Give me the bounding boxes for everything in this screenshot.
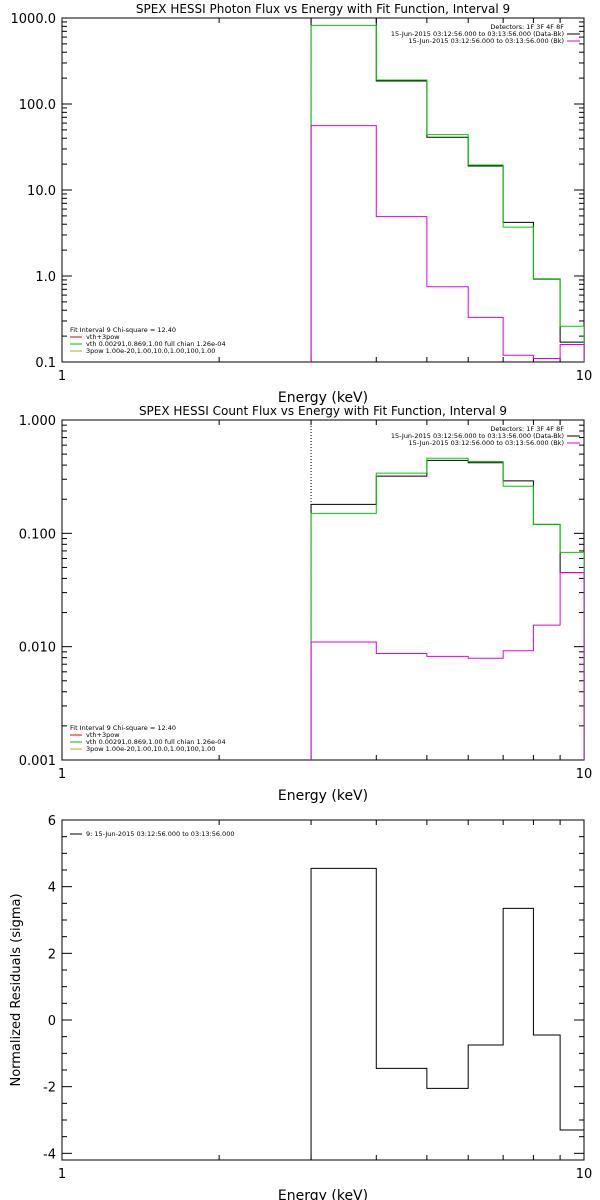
series-line-1 [310, 18, 584, 362]
y-tick-label: -2 [43, 1081, 56, 1096]
series-group [310, 457, 584, 760]
legend-left-entry: Fit Interval 9 Chi-square = 12.40 [70, 326, 176, 334]
y-tick-label: 6 [48, 814, 56, 829]
y-tick-label: -4 [43, 1147, 56, 1162]
y-tick-label: 2 [48, 947, 56, 962]
x-tick-label: 1 [58, 369, 66, 384]
legend-left-entry: 3pow 1.00e-20,1.00,10.0,1.00,100,1.00 [86, 347, 215, 355]
y-tick-label: 0.100 [19, 527, 56, 542]
y-axis-label: Normalized Residuals (sigma) [9, 893, 24, 1086]
y-tick-label: 1.000 [19, 414, 56, 429]
series-line-1 [310, 867, 584, 1160]
x-tick-label: 10 [576, 1167, 593, 1182]
y-tick-label: 0.1 [35, 356, 56, 371]
legend-right-entry: 15-Jun-2015 03:12:56.000 to 03:13:56.000… [409, 37, 564, 45]
x-tick-label: 1 [58, 1167, 66, 1182]
series-line-3 [310, 572, 584, 760]
series-line-2 [310, 457, 584, 760]
chart-title: SPEX HESSI Count Flux vs Energy with Fit… [139, 404, 507, 418]
plot-frame [61, 419, 585, 761]
x-axis-label: Energy (keV) [278, 1188, 368, 1200]
legend-right-entry: Detectors: 1F 3F 4F 8F [490, 23, 564, 31]
y-tick-label: 0 [48, 1014, 56, 1029]
y-tick-label: 0.001 [19, 754, 56, 769]
legend-right-entry: 15-Jun-2015 03:12:56.000 to 03:13:56.000… [391, 432, 564, 440]
legend-left-entry: vth 0.00291,0.869,1.00 full chian 1.26e-… [86, 340, 226, 348]
y-tick-label: 1.0 [35, 270, 56, 285]
series-line-1 [310, 459, 584, 760]
legend-right-entry: 15-Jun-2015 03:12:56.000 to 03:13:56.000… [391, 30, 564, 38]
chart-title: SPEX HESSI Photon Flux vs Energy with Fi… [136, 2, 510, 16]
y-tick-label: 0.010 [19, 641, 56, 656]
legend-left-entry: Fit Interval 9 Chi-square = 12.40 [70, 724, 176, 732]
plot-frame [61, 819, 585, 1161]
legend-left-entry: vth 0.00291,0.869,1.00 full chian 1.26e-… [86, 738, 226, 746]
legend-right-entry: Detectors: 1F 3F 4F 8F [490, 425, 564, 433]
series-group [310, 867, 584, 1160]
panel-3: 1 10 -4 -2 0 2 4 6 Energy (keV) Normalized Residu… [9, 814, 592, 1200]
legend-right-entry: 15-Jun-2015 03:12:56.000 to 03:13:56.000… [409, 439, 564, 447]
legend-left-entry: 9: 15-Jun-2015 03:12:56.000 to 03:13:56.… [86, 830, 234, 838]
legend-left-entry: 3pow 1.00e-20,1.00,10.0,1.00,100,1.00 [86, 745, 215, 753]
plot-frame [61, 17, 585, 363]
panel-1: 1 10 0.1 1.0 10.0 100.0 1000.0 SPEX HESSI Photo… [11, 2, 593, 406]
y-tick-label: 100.0 [19, 98, 56, 113]
series-line-3 [310, 125, 584, 362]
y-tick-label: 10.0 [27, 184, 56, 199]
x-axis-label: Energy (keV) [278, 390, 368, 406]
legend-left-entry: vth+3pow [86, 333, 120, 341]
series-line-2 [310, 24, 584, 362]
panel-2: 1 10 0.001 0.010 0.100 1.000 SPEX HESSI Count … [19, 404, 592, 804]
x-tick-label: 1 [58, 767, 66, 782]
x-tick-label: 10 [576, 369, 593, 384]
x-tick-label: 10 [576, 767, 593, 782]
legend-left-entry: vth+3pow [86, 731, 120, 739]
y-tick-label: 1000.0 [11, 12, 57, 27]
x-axis-label: Energy (keV) [278, 788, 368, 804]
y-tick-label: 4 [48, 881, 56, 896]
series-group [310, 18, 584, 362]
